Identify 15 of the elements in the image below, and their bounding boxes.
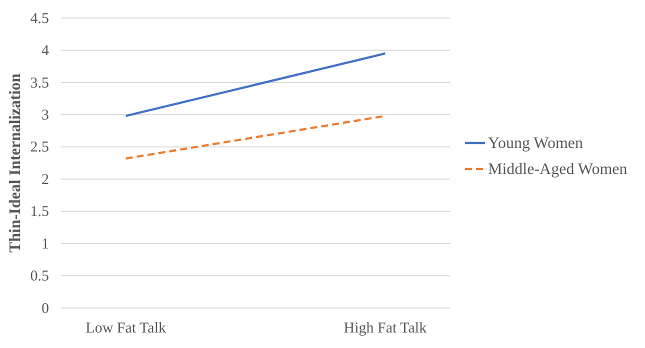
y-tick-label: 1: [42, 236, 49, 252]
y-tick-label: 1.5: [30, 204, 49, 220]
y-tick-label: 2.5: [30, 140, 49, 156]
x-tick-label: Low Fat Talk: [86, 320, 166, 337]
y-tick-label: 4.5: [30, 10, 49, 27]
y-tick-label: 4: [42, 43, 50, 60]
y-tick-label: 3.5: [30, 75, 49, 92]
y-tick-label: 2: [42, 172, 49, 188]
legend-label: Middle-Aged Women: [488, 161, 628, 178]
x-tick-label: High Fat Talk: [344, 320, 428, 337]
y-tick-label: 0.5: [30, 268, 49, 285]
y-axis-title: Thin-Ideal Internalization: [7, 73, 24, 253]
legend-label: Young Women: [488, 135, 584, 152]
y-tick-label: 3: [42, 107, 49, 124]
y-tick-label: 0: [42, 300, 49, 317]
